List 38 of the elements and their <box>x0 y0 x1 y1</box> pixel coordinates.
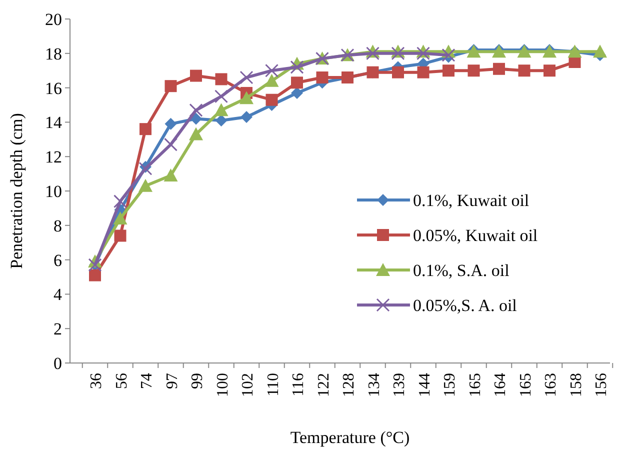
x-tick-label: 144 <box>416 373 434 397</box>
x-tick-label: 156 <box>593 373 610 397</box>
x-axis-title: Temperature (°C) <box>290 428 410 447</box>
legend-label: 0.05%,S. A. oil <box>413 296 518 315</box>
x-tick-label: 97 <box>164 373 181 389</box>
y-tick-label: 2 <box>54 320 62 339</box>
x-tick-label: 100 <box>214 373 232 397</box>
legend-label: 0.1%, S.A. oil <box>413 260 510 280</box>
y-tick-label: 10 <box>45 182 62 201</box>
x-tick-label: 74 <box>138 373 156 389</box>
y-tick-label: 6 <box>54 250 62 270</box>
y-tick-label: 12 <box>45 148 62 167</box>
x-tick-label: 36 <box>88 373 105 389</box>
x-tick-label: 102 <box>240 373 256 397</box>
legend-label: 0.05%, Kuwait oil <box>413 226 538 245</box>
x-tick-label: 122 <box>315 373 332 397</box>
x-tick-label: 110 <box>264 373 282 396</box>
legend-label: 0.1%, Kuwait oil <box>413 190 530 210</box>
x-tick-label: 158 <box>568 373 585 397</box>
x-tick-label: 164 <box>492 373 509 397</box>
y-tick-label: 18 <box>45 44 62 64</box>
x-tick-label: 128 <box>340 373 358 397</box>
y-tick-label: 0 <box>54 354 62 373</box>
x-tick-label: 165 <box>466 373 484 397</box>
x-tick-label: 165 <box>517 373 534 397</box>
x-tick-label: 163 <box>542 373 560 397</box>
x-tick-label: 116 <box>290 373 307 396</box>
y-tick-label: 8 <box>54 216 62 236</box>
x-tick-label: 134 <box>366 373 383 397</box>
x-tick-label: 159 <box>442 373 458 397</box>
x-tick-label: 56 <box>113 373 130 389</box>
y-tick-label: 20 <box>45 10 62 29</box>
x-tick-label: 99 <box>189 373 206 389</box>
y-axis-title: Penetration depth (cm) <box>7 113 26 269</box>
y-tick-label: 14 <box>45 113 62 132</box>
y-tick-label: 4 <box>54 285 62 304</box>
y-tick-label: 16 <box>45 78 62 98</box>
x-tick-label: 139 <box>391 373 408 397</box>
